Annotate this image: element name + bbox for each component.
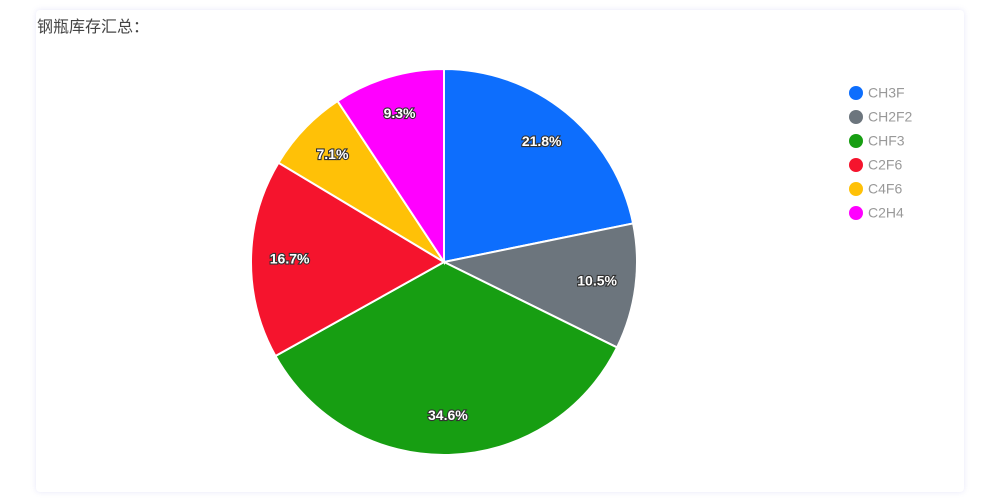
pie-slice (274, 260, 619, 456)
legend-marker (849, 86, 863, 100)
legend-marker (849, 182, 863, 196)
legend-label: C2F6 (868, 157, 902, 173)
value-label: 21.8% (522, 133, 562, 149)
value-label: 10.5% (577, 273, 617, 289)
legend-marker (849, 134, 863, 148)
value-label: 7.1% (316, 146, 348, 162)
chart-title: 钢瓶库存汇总： (37, 17, 150, 36)
legend-marker (849, 206, 863, 220)
pie-slice (250, 161, 446, 358)
legend-label: CH3F (868, 85, 905, 101)
value-label: 9.3% (384, 105, 416, 121)
value-label: 34.6% (428, 407, 468, 423)
value-label: 16.7% (270, 250, 310, 266)
pie-slice (443, 67, 635, 264)
legend-label: C2H4 (868, 205, 904, 221)
pie-slice (336, 67, 445, 266)
legend-marker (849, 158, 863, 172)
legend-label: CH2F2 (868, 109, 913, 125)
legend-label: C4F6 (868, 181, 902, 197)
pie-slice (440, 222, 638, 349)
legend-marker (849, 110, 863, 124)
legend-label: CHF3 (868, 133, 905, 149)
